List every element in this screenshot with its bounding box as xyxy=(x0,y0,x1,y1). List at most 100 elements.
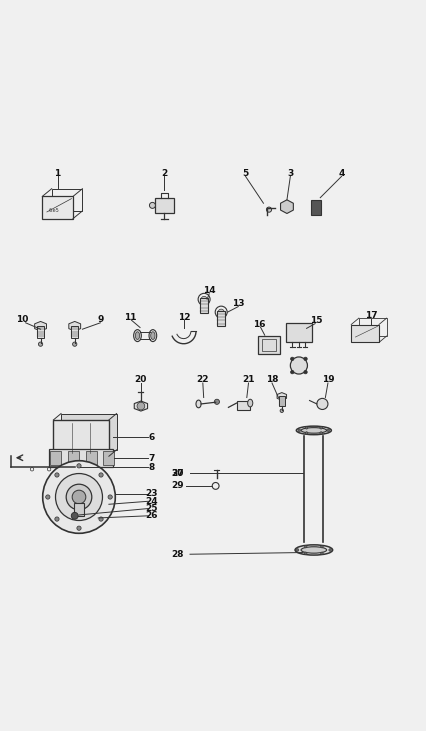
Circle shape xyxy=(99,473,103,477)
Circle shape xyxy=(46,495,50,499)
Circle shape xyxy=(214,399,219,404)
Ellipse shape xyxy=(294,545,332,555)
Bar xyxy=(37,326,44,338)
Bar xyxy=(49,449,113,467)
Bar xyxy=(71,326,78,338)
Circle shape xyxy=(72,342,77,346)
Polygon shape xyxy=(35,322,46,331)
Circle shape xyxy=(319,426,322,429)
Circle shape xyxy=(320,552,322,555)
Text: 22: 22 xyxy=(196,375,209,384)
Ellipse shape xyxy=(150,332,155,339)
Bar xyxy=(199,298,208,313)
Text: 11: 11 xyxy=(124,313,136,322)
Text: 15: 15 xyxy=(309,317,322,325)
Circle shape xyxy=(55,473,59,477)
Bar xyxy=(50,451,61,465)
Text: 8: 8 xyxy=(148,463,154,471)
Ellipse shape xyxy=(300,428,326,433)
Text: 21: 21 xyxy=(242,375,254,384)
Bar xyxy=(155,197,173,213)
Text: 3: 3 xyxy=(287,169,293,178)
Text: 29: 29 xyxy=(170,482,183,491)
Text: 14: 14 xyxy=(202,287,215,295)
Polygon shape xyxy=(69,322,81,331)
Polygon shape xyxy=(276,393,286,401)
Circle shape xyxy=(326,429,329,432)
Bar xyxy=(42,197,73,219)
Text: 28: 28 xyxy=(170,550,183,558)
Circle shape xyxy=(279,409,283,412)
Text: 30: 30 xyxy=(171,469,183,477)
Text: 13: 13 xyxy=(231,299,244,308)
Polygon shape xyxy=(280,200,293,213)
Circle shape xyxy=(55,517,59,521)
Text: 9: 9 xyxy=(97,315,103,325)
Text: 12: 12 xyxy=(178,313,190,322)
Bar xyxy=(285,323,311,342)
Bar xyxy=(103,451,114,465)
Circle shape xyxy=(290,357,293,360)
Circle shape xyxy=(38,342,43,346)
Circle shape xyxy=(218,309,224,315)
Circle shape xyxy=(149,202,155,208)
Circle shape xyxy=(201,296,207,303)
Text: 5: 5 xyxy=(242,169,248,178)
Text: 24: 24 xyxy=(145,497,158,506)
Text: 27: 27 xyxy=(170,469,183,477)
Bar xyxy=(52,189,82,211)
Circle shape xyxy=(71,512,78,519)
Text: 26: 26 xyxy=(145,511,158,520)
Text: 2: 2 xyxy=(161,169,167,178)
Ellipse shape xyxy=(135,332,139,339)
Bar xyxy=(310,200,320,215)
Circle shape xyxy=(328,549,331,551)
Circle shape xyxy=(290,371,293,374)
Circle shape xyxy=(266,207,271,212)
Bar xyxy=(61,414,116,450)
Bar xyxy=(53,420,109,456)
Circle shape xyxy=(108,495,112,499)
Circle shape xyxy=(305,432,307,434)
Ellipse shape xyxy=(300,547,326,553)
Circle shape xyxy=(320,545,322,548)
Text: 20: 20 xyxy=(135,375,147,384)
Bar xyxy=(351,325,378,342)
Bar xyxy=(261,339,276,351)
Bar xyxy=(74,503,84,516)
Circle shape xyxy=(304,552,306,555)
Text: 23: 23 xyxy=(145,489,158,498)
Bar xyxy=(68,451,79,465)
Circle shape xyxy=(72,491,86,504)
Bar xyxy=(216,311,225,326)
Ellipse shape xyxy=(296,426,331,435)
Circle shape xyxy=(303,357,307,360)
Text: 10: 10 xyxy=(16,315,28,325)
Circle shape xyxy=(137,402,144,410)
Circle shape xyxy=(290,357,307,374)
Text: 17: 17 xyxy=(364,311,377,320)
Text: 19: 19 xyxy=(321,375,334,384)
Bar xyxy=(85,451,96,465)
Circle shape xyxy=(66,484,92,510)
Circle shape xyxy=(297,429,300,432)
Ellipse shape xyxy=(196,400,201,408)
Circle shape xyxy=(303,371,307,374)
Text: 16: 16 xyxy=(253,319,265,328)
Circle shape xyxy=(304,545,306,548)
Circle shape xyxy=(43,461,115,534)
Circle shape xyxy=(77,526,81,530)
Text: 1: 1 xyxy=(55,169,60,178)
Circle shape xyxy=(77,463,81,468)
Circle shape xyxy=(305,426,307,429)
Circle shape xyxy=(99,517,103,521)
Circle shape xyxy=(55,474,102,520)
Circle shape xyxy=(296,549,298,551)
Circle shape xyxy=(316,398,327,409)
Ellipse shape xyxy=(149,330,156,341)
Text: 6: 6 xyxy=(148,433,154,442)
Bar xyxy=(236,401,250,410)
Text: 25: 25 xyxy=(145,504,158,513)
Text: 6.e5: 6.e5 xyxy=(49,208,60,213)
Bar xyxy=(258,336,279,354)
